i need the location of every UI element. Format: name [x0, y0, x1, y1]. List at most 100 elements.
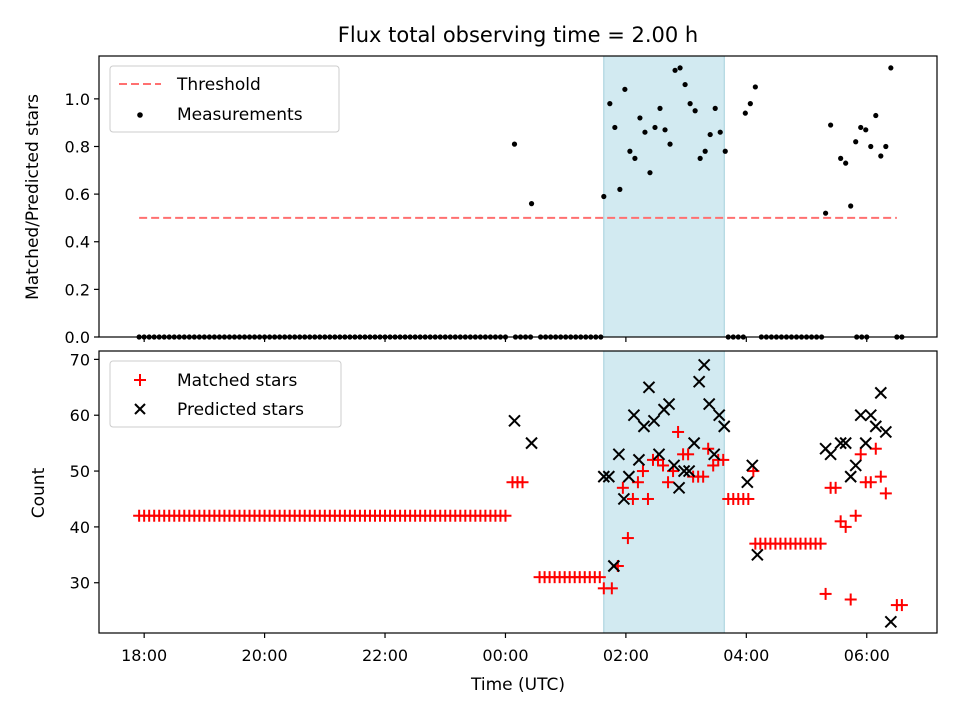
predicted-star-point: [839, 436, 852, 450]
ratio-legend: Threshold Measurements: [109, 65, 340, 133]
matched-star-point: [636, 465, 649, 478]
matched-star-point: [854, 448, 867, 461]
measurement-point: [717, 129, 723, 135]
measurement-point: [622, 86, 628, 92]
matched-star-point: [516, 476, 529, 489]
measurement-point: [617, 186, 623, 192]
predicted-star-point: [647, 414, 661, 428]
count-plot-frame: [98, 350, 938, 634]
matched-star-point: [829, 481, 842, 494]
count-x-tick-label: 00:00: [482, 646, 528, 665]
count-x-axis: 18:00 20:00 22:00 00:00 02:00 04:00 06:00: [121, 633, 890, 665]
count-x-tick-label: 06:00: [844, 646, 890, 665]
matched-star-point: [707, 459, 720, 472]
measurement-point: [692, 108, 698, 114]
count-x-tick-label: 22:00: [362, 646, 408, 665]
matched-star-point: [682, 448, 695, 461]
predicted-star-point: [741, 476, 754, 489]
measurement-point: [838, 155, 844, 161]
count-y-tick-label: 40: [70, 518, 90, 537]
count-x-tick-label: 04:00: [723, 646, 769, 665]
count-x-tick-label: 20:00: [242, 646, 288, 665]
measurement-point: [712, 105, 718, 111]
predicted-star-point: [751, 548, 764, 562]
chart-title: Flux total observing time = 2.00 h: [338, 23, 698, 47]
measurement-point: [642, 129, 648, 135]
measurement-point: [742, 110, 748, 116]
predicted-star-point: [713, 409, 726, 422]
predicted-star-point: [617, 492, 631, 506]
measurement-point: [647, 170, 653, 176]
predicted-star-point: [597, 470, 611, 483]
measurement-point: [848, 203, 854, 209]
predicted-star-point: [834, 436, 847, 450]
count-x-tick-label: 18:00: [121, 646, 167, 665]
predicted-star-point: [869, 420, 882, 433]
predicted-star-point: [687, 436, 701, 450]
count-y-axis-label: Count: [29, 467, 49, 518]
predicted-star-point: [859, 436, 872, 450]
predicted-star-point: [746, 459, 759, 472]
measurement-point: [612, 124, 618, 131]
predicted-star-point: [632, 453, 646, 467]
ratio-y-tick-label: 0.6: [65, 185, 90, 204]
matched-legend-swatch: [134, 374, 146, 386]
predicted-star-points: [508, 358, 898, 629]
threshold-legend-label: Threshold: [176, 75, 261, 95]
measurement-point: [687, 101, 693, 107]
matched-star-point: [626, 492, 639, 505]
measurement-point: [652, 124, 658, 131]
predicted-star-point: [884, 615, 898, 629]
ratio-y-tick-label: 0.0: [65, 328, 90, 347]
matched-star-point: [849, 509, 862, 522]
predicted-star-point: [607, 559, 621, 573]
predicted-star-point: [707, 448, 721, 461]
predicted-star-point: [622, 470, 636, 483]
predicted-star-point: [642, 381, 656, 394]
predicted-star-point: [612, 448, 626, 461]
measurement-point: [657, 105, 663, 111]
matched-star-point: [499, 509, 512, 522]
ratio-plot-frame: [98, 55, 938, 338]
matched-star-point: [657, 459, 670, 472]
observing-window-shade: [603, 55, 725, 338]
measurement-point: [868, 143, 874, 150]
matched-star-point: [874, 470, 887, 483]
measurement-point: [682, 81, 688, 88]
measurement-point: [747, 101, 753, 107]
measurement-point: [823, 210, 829, 216]
predicted-legend-label: Predicted stars: [177, 400, 304, 420]
matched-star-point: [819, 587, 832, 600]
matched-legend-label: Matched stars: [177, 371, 297, 391]
predicted-star-point: [662, 397, 676, 411]
matched-star-point: [839, 520, 852, 533]
predicted-star-point: [854, 409, 867, 422]
predicted-star-point: [702, 397, 716, 411]
count-legend: Matched stars Predicted stars: [109, 360, 342, 428]
matched-star-point: [662, 476, 675, 489]
predicted-star-point: [824, 448, 837, 461]
matched-star-point: [672, 425, 685, 438]
measurement-point: [858, 124, 864, 131]
matched-star-point: [844, 593, 857, 606]
matched-star-point: [593, 571, 606, 584]
predicted-star-point: [844, 470, 857, 483]
measurement-point: [843, 160, 849, 166]
ratio-panel: 0.0 0.2 0.4 0.6 0.8 1.0 Matched/Predicted sta…: [23, 55, 938, 347]
matched-star-point: [742, 492, 755, 505]
predicted-star-point: [692, 375, 706, 388]
predicted-star-point: [637, 420, 651, 433]
measurement-point: [697, 155, 703, 161]
predicted-star-point: [874, 386, 888, 400]
measurement-point: [873, 112, 879, 119]
ratio-y-tick-label: 0.2: [65, 280, 90, 299]
count-y-tick-label: 60: [70, 406, 90, 425]
measurements-legend-swatch: [137, 112, 143, 118]
count-y-axis: 30 40 50 60 70: [70, 350, 99, 593]
measurement-point: [853, 139, 859, 145]
measurement-point: [528, 201, 535, 207]
measurement-point: [511, 141, 518, 147]
matched-star-point: [879, 487, 892, 500]
count-y-tick-label: 30: [70, 574, 90, 593]
